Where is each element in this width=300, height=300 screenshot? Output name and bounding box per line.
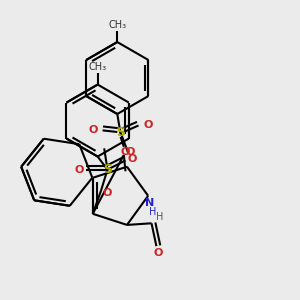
Text: O: O	[102, 188, 112, 197]
Text: S: S	[116, 125, 125, 139]
Text: O: O	[144, 121, 153, 130]
Text: O: O	[128, 154, 137, 164]
Text: O: O	[88, 125, 98, 135]
Text: H: H	[149, 207, 157, 217]
Text: H: H	[156, 212, 164, 222]
Text: N: N	[145, 198, 154, 208]
Text: O: O	[153, 248, 163, 258]
Text: CH₃: CH₃	[88, 62, 107, 72]
Text: S: S	[103, 163, 112, 176]
Text: CH₃: CH₃	[108, 20, 126, 30]
Text: O: O	[121, 147, 130, 157]
Text: O: O	[74, 165, 84, 175]
Text: O: O	[125, 147, 134, 157]
